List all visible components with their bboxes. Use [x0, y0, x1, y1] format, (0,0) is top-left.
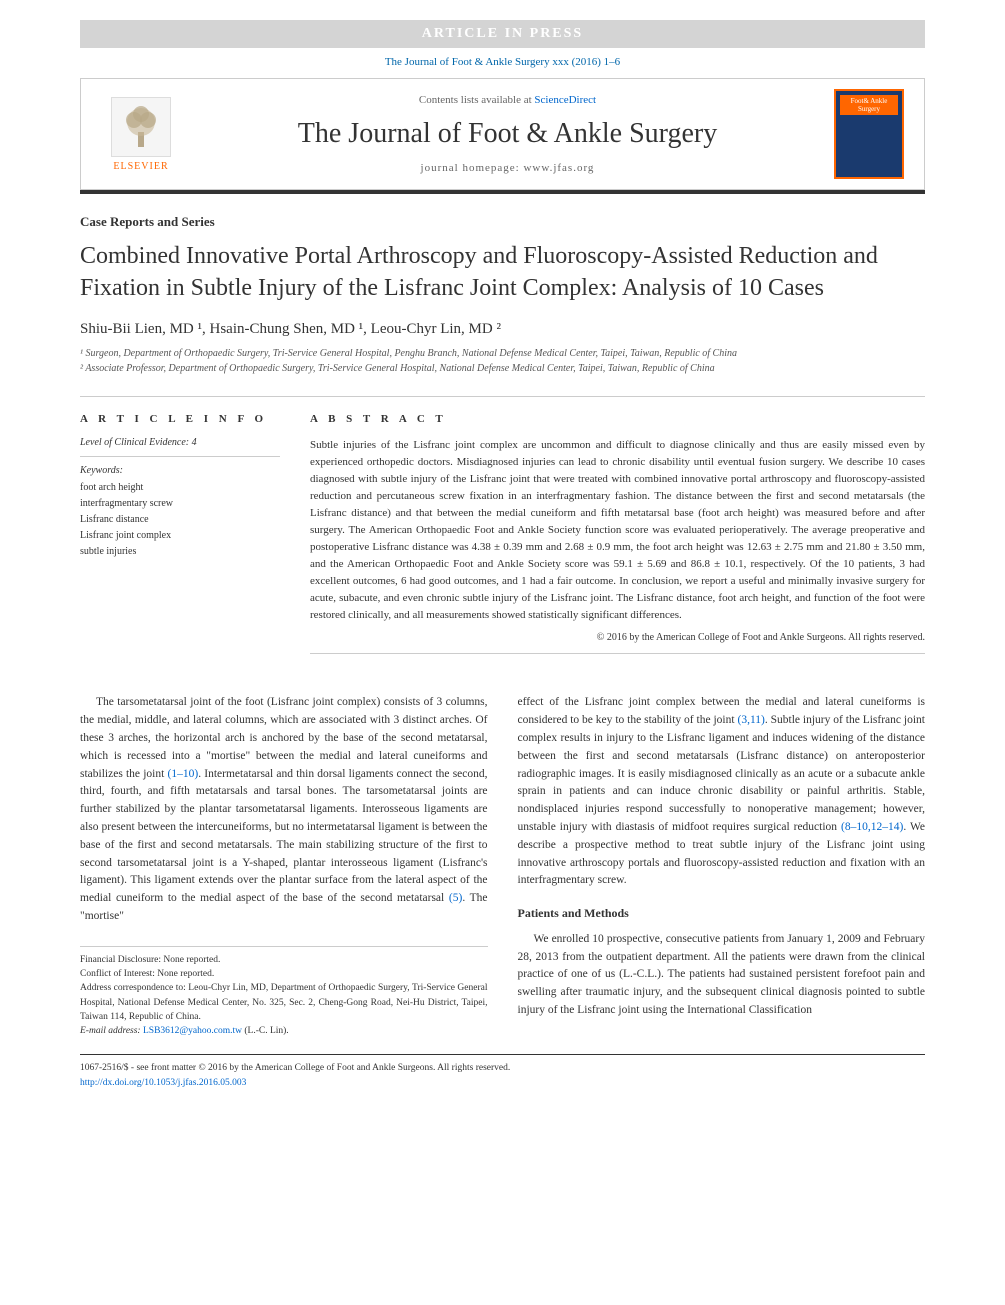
sciencedirect-link[interactable]: ScienceDirect — [534, 94, 596, 106]
keyword: subtle injuries — [80, 544, 280, 560]
evidence-level: Level of Clinical Evidence: 4 — [80, 437, 280, 457]
article-title: Combined Innovative Portal Arthroscopy a… — [80, 240, 925, 305]
doi-link[interactable]: http://dx.doi.org/10.1053/j.jfas.2016.05… — [80, 1078, 246, 1088]
keyword: foot arch height — [80, 480, 280, 496]
front-matter-line: 1067-2516/$ - see front matter © 2016 by… — [80, 1061, 925, 1075]
financial-disclosure: Financial Disclosure: None reported. — [80, 953, 488, 967]
article-info-heading: A R T I C L E I N F O — [80, 413, 280, 425]
abstract-text: Subtle injuries of the Lisfranc joint co… — [310, 437, 925, 625]
article-section-label: Case Reports and Series — [80, 214, 925, 230]
email-line: E-mail address: LSB3612@yahoo.com.tw (L.… — [80, 1024, 488, 1038]
patients-methods-heading: Patients and Methods — [518, 904, 926, 923]
elsevier-logo[interactable]: ELSEVIER — [101, 89, 181, 179]
conflict-of-interest: Conflict of Interest: None reported. — [80, 967, 488, 981]
keyword: interfragmentary screw — [80, 496, 280, 512]
header-center: Contents lists available at ScienceDirec… — [181, 94, 834, 174]
abstract-copyright: © 2016 by the American College of Foot a… — [310, 632, 925, 643]
keywords-list: foot arch height interfragmentary screw … — [80, 480, 280, 560]
contents-prefix: Contents lists available at — [419, 94, 534, 106]
abstract-column: A B S T R A C T Subtle injuries of the L… — [310, 413, 925, 655]
methods-paragraph: We enrolled 10 prospective, consecutive … — [518, 931, 926, 1020]
affiliation-1: ¹ Surgeon, Department of Orthopaedic Sur… — [80, 346, 925, 361]
journal-homepage: journal homepage: www.jfas.org — [181, 162, 834, 174]
journal-header: ELSEVIER Contents lists available at Sci… — [80, 78, 925, 190]
body-columns: The tarsometatarsal joint of the foot (L… — [80, 694, 925, 1038]
affiliations: ¹ Surgeon, Department of Orthopaedic Sur… — [80, 346, 925, 376]
intro-paragraph: The tarsometatarsal joint of the foot (L… — [80, 694, 488, 926]
header-rule — [80, 190, 925, 194]
cover-title: Foot& Ankle Surgery — [840, 95, 898, 115]
email-label: E-mail address: — [80, 1026, 143, 1036]
citation-line: The Journal of Foot & Ankle Surgery xxx … — [0, 56, 1005, 68]
elsevier-tree-icon — [111, 97, 171, 157]
keyword: Lisfranc joint complex — [80, 528, 280, 544]
journal-cover-thumbnail[interactable]: Foot& Ankle Surgery — [834, 89, 904, 179]
journal-name: The Journal of Foot & Ankle Surgery — [181, 118, 834, 150]
elsevier-text: ELSEVIER — [113, 161, 168, 172]
abstract-rule — [310, 653, 925, 654]
email-suffix: (L.-C. Lin). — [242, 1026, 289, 1036]
reference-link[interactable]: (8–10,12–14) — [841, 821, 903, 833]
contents-available: Contents lists available at ScienceDirec… — [181, 94, 834, 106]
keywords-label: Keywords: — [80, 465, 280, 476]
authors-line: Shiu-Bii Lien, MD ¹, Hsain-Chung Shen, M… — [80, 321, 925, 338]
footnotes: Financial Disclosure: None reported. Con… — [80, 946, 488, 1039]
corresponding-email-link[interactable]: LSB3612@yahoo.com.tw — [143, 1026, 242, 1036]
abstract-heading: A B S T R A C T — [310, 413, 925, 425]
body-left-column: The tarsometatarsal joint of the foot (L… — [80, 694, 488, 1038]
footer: 1067-2516/$ - see front matter © 2016 by… — [80, 1054, 925, 1110]
reference-link[interactable]: (1–10) — [168, 768, 199, 780]
reference-link[interactable]: (3,11) — [737, 714, 764, 726]
info-abstract-row: A R T I C L E I N F O Level of Clinical … — [80, 396, 925, 655]
article-info-box: A R T I C L E I N F O Level of Clinical … — [80, 413, 280, 655]
article-in-press-banner: ARTICLE IN PRESS — [80, 20, 925, 48]
intro-paragraph-cont: effect of the Lisfranc joint complex bet… — [518, 694, 926, 890]
affiliation-2: ² Associate Professor, Department of Ort… — [80, 361, 925, 376]
reference-link[interactable]: (5) — [449, 892, 462, 904]
correspondence-address: Address correspondence to: Leou-Chyr Lin… — [80, 981, 488, 1024]
body-right-column: effect of the Lisfranc joint complex bet… — [518, 694, 926, 1038]
body-text: . Intermetatarsal and thin dorsal ligame… — [80, 768, 488, 905]
keyword: Lisfranc distance — [80, 512, 280, 528]
body-text: . Subtle injury of the Lisfranc joint co… — [518, 714, 926, 833]
